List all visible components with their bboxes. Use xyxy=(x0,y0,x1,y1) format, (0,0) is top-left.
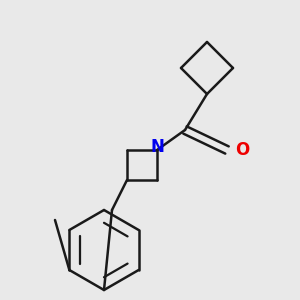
Text: O: O xyxy=(235,141,249,159)
Text: N: N xyxy=(150,138,164,156)
